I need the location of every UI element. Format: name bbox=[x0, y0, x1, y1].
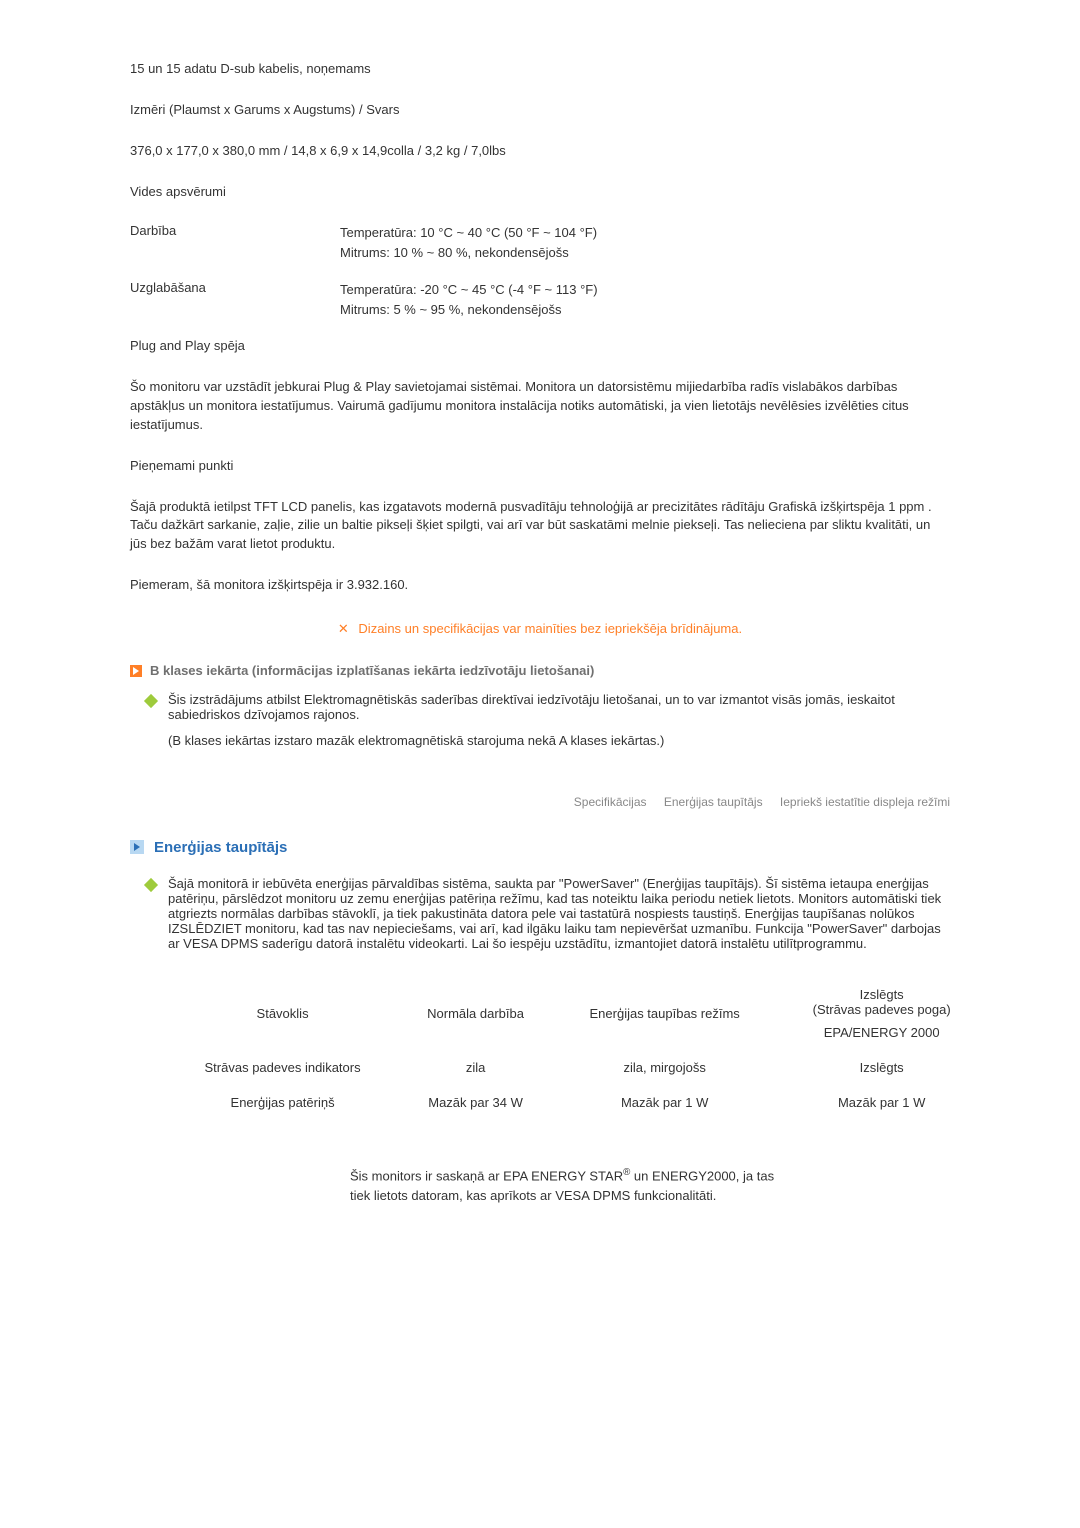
dots-para1: Šajā produktā ietilpst TFT LCD panelis, … bbox=[130, 498, 950, 555]
tab-specifications[interactable]: Specifikācijas bbox=[574, 795, 647, 809]
energy-section-header: Enerģijas taupītājs bbox=[130, 839, 950, 856]
env-storage-humidity: Mitrums: 5 % ~ 95 %, nekondensējošs bbox=[340, 300, 950, 320]
r1c1: Strāvas padeves indikators bbox=[166, 1050, 399, 1085]
env-operation-row: Darbība Temperatūra: 10 °C ~ 40 °C (50 °… bbox=[130, 223, 950, 262]
dots-para2: Piemeram, šā monitora izšķirtspēja ir 3.… bbox=[130, 576, 950, 595]
dims-title: Izmēri (Plaumst x Garums x Augstums) / S… bbox=[130, 101, 950, 120]
r1c3: zila, mirgojošs bbox=[552, 1050, 777, 1085]
footer-line1b: un ENERGY2000, ja tas bbox=[630, 1168, 774, 1183]
footer-line1a: Šis monitors ir saskaņā ar EPA ENERGY ST… bbox=[350, 1168, 623, 1183]
notice-x-icon: ✕ bbox=[338, 621, 349, 636]
th-normal: Normāla darbība bbox=[399, 977, 552, 1050]
env-storage-row: Uzglabāšana Temperatūra: -20 °C ~ 45 °C … bbox=[130, 280, 950, 319]
env-header: Vides apsvērumi bbox=[130, 183, 950, 202]
change-notice: ✕ Dizains un specifikācijas var mainītie… bbox=[130, 621, 950, 637]
tab-preset-modes[interactable]: Iepriekš iestatītie displeja režīmi bbox=[780, 795, 950, 809]
energy-table: Stāvoklis Normāla darbība Enerģijas taup… bbox=[166, 977, 986, 1120]
th-off-line2: (Strāvas padeves poga) bbox=[785, 1002, 978, 1017]
table-row: Strāvas padeves indikators zila zila, mi… bbox=[166, 1050, 986, 1085]
table-row: Enerģijas patēriņš Mazāk par 34 W Mazāk … bbox=[166, 1085, 986, 1120]
r2c4: Mazāk par 1 W bbox=[777, 1085, 986, 1120]
energy-bullet: Šajā monitorā ir iebūvēta enerģijas pārv… bbox=[146, 876, 950, 951]
class-b-bullet: Šis izstrādājums atbilst Elektromagnētis… bbox=[146, 692, 950, 722]
class-b-note: (B klases iekārtas izstaro mazāk elektro… bbox=[168, 732, 950, 751]
env-storage-temp: Temperatūra: -20 °C ~ 45 °C (-4 °F ~ 113… bbox=[340, 280, 950, 300]
env-storage-label: Uzglabāšana bbox=[130, 280, 340, 319]
r2c2: Mazāk par 34 W bbox=[399, 1085, 552, 1120]
env-operation-humidity: Mitrums: 10 % ~ 80 %, nekondensējošs bbox=[340, 243, 950, 263]
footer-line2: tiek lietots datoram, kas aprīkots ar VE… bbox=[350, 1188, 716, 1203]
class-b-bullet-text: Šis izstrādājums atbilst Elektromagnētis… bbox=[168, 692, 950, 722]
arrow-icon bbox=[130, 665, 142, 677]
arrow-right-icon bbox=[130, 840, 144, 854]
notice-text: Dizains un specifikācijas var mainīties … bbox=[358, 621, 742, 636]
cable-spec: 15 un 15 adatu D-sub kabelis, noņemams bbox=[130, 60, 950, 79]
dots-title: Pieņemami punkti bbox=[130, 457, 950, 476]
pnp-body: Šo monitoru var uzstādīt jebkurai Plug &… bbox=[130, 378, 950, 435]
r2c1: Enerģijas patēriņš bbox=[166, 1085, 399, 1120]
env-operation-label: Darbība bbox=[130, 223, 340, 262]
class-b-header: B klases iekārta (informācijas izplatīša… bbox=[130, 663, 950, 678]
r1c4: Izslēgts bbox=[777, 1050, 986, 1085]
th-saving: Enerģijas taupības režīms bbox=[552, 977, 777, 1050]
th-off-line3: EPA/ENERGY 2000 bbox=[785, 1025, 978, 1040]
diamond-icon bbox=[144, 878, 158, 892]
th-state: Stāvoklis bbox=[166, 977, 399, 1050]
r2c3: Mazāk par 1 W bbox=[552, 1085, 777, 1120]
energy-body: Šajā monitorā ir iebūvēta enerģijas pārv… bbox=[168, 876, 950, 951]
tabs-row: Specifikācijas Enerģijas taupītājs Iepri… bbox=[130, 795, 950, 809]
footer-note: Šis monitors ir saskaņā ar EPA ENERGY ST… bbox=[350, 1166, 950, 1205]
dims-value: 376,0 x 177,0 x 380,0 mm / 14,8 x 6,9 x … bbox=[130, 142, 950, 161]
diamond-icon bbox=[144, 694, 158, 708]
env-operation-temp: Temperatūra: 10 °C ~ 40 °C (50 °F ~ 104 … bbox=[340, 223, 950, 243]
energy-title: Enerģijas taupītājs bbox=[154, 839, 287, 856]
th-off: Izslēgts (Strāvas padeves poga) EPA/ENER… bbox=[777, 977, 986, 1050]
tab-energy-saver[interactable]: Enerģijas taupītājs bbox=[664, 795, 763, 809]
th-off-line1: Izslēgts bbox=[785, 987, 978, 1002]
table-header-row: Stāvoklis Normāla darbība Enerģijas taup… bbox=[166, 977, 986, 1050]
r1c2: zila bbox=[399, 1050, 552, 1085]
class-b-title: B klases iekārta (informācijas izplatīša… bbox=[150, 663, 594, 678]
pnp-title: Plug and Play spēja bbox=[130, 337, 950, 356]
